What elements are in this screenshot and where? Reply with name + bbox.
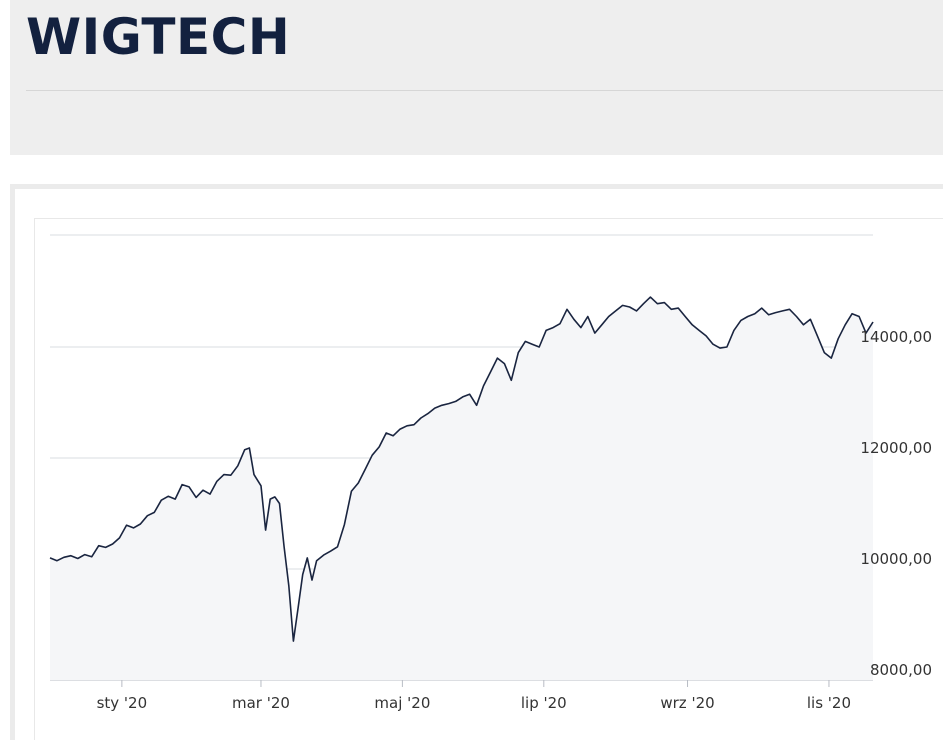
- x-axis: [121, 680, 830, 687]
- x-tick-label: maj '20: [374, 694, 430, 712]
- x-tick-label: sty '20: [97, 694, 148, 712]
- area-fill: [50, 297, 873, 680]
- y-tick-label: 8000,00: [870, 661, 932, 679]
- x-tick-label: wrz '20: [660, 694, 714, 712]
- x-tick-label: mar '20: [232, 694, 290, 712]
- y-axis-labels: 8000,00 10000,00 12000,00 14000,00: [860, 328, 932, 679]
- x-tick-label: lis '20: [807, 694, 851, 712]
- x-tick-label: lip '20: [521, 694, 567, 712]
- page-title: WIGTECH: [26, 8, 291, 66]
- header-panel: WIGTECH: [10, 0, 943, 155]
- x-axis-labels: sty '20 mar '20 maj '20 lip '20 wrz '20 lis '…: [97, 694, 851, 712]
- series-line: [49, 296, 874, 642]
- y-tick-label: 10000,00: [860, 550, 932, 568]
- header-divider: [26, 90, 943, 91]
- y-tick-label: 14000,00: [860, 328, 932, 346]
- y-tick-label: 12000,00: [860, 439, 932, 457]
